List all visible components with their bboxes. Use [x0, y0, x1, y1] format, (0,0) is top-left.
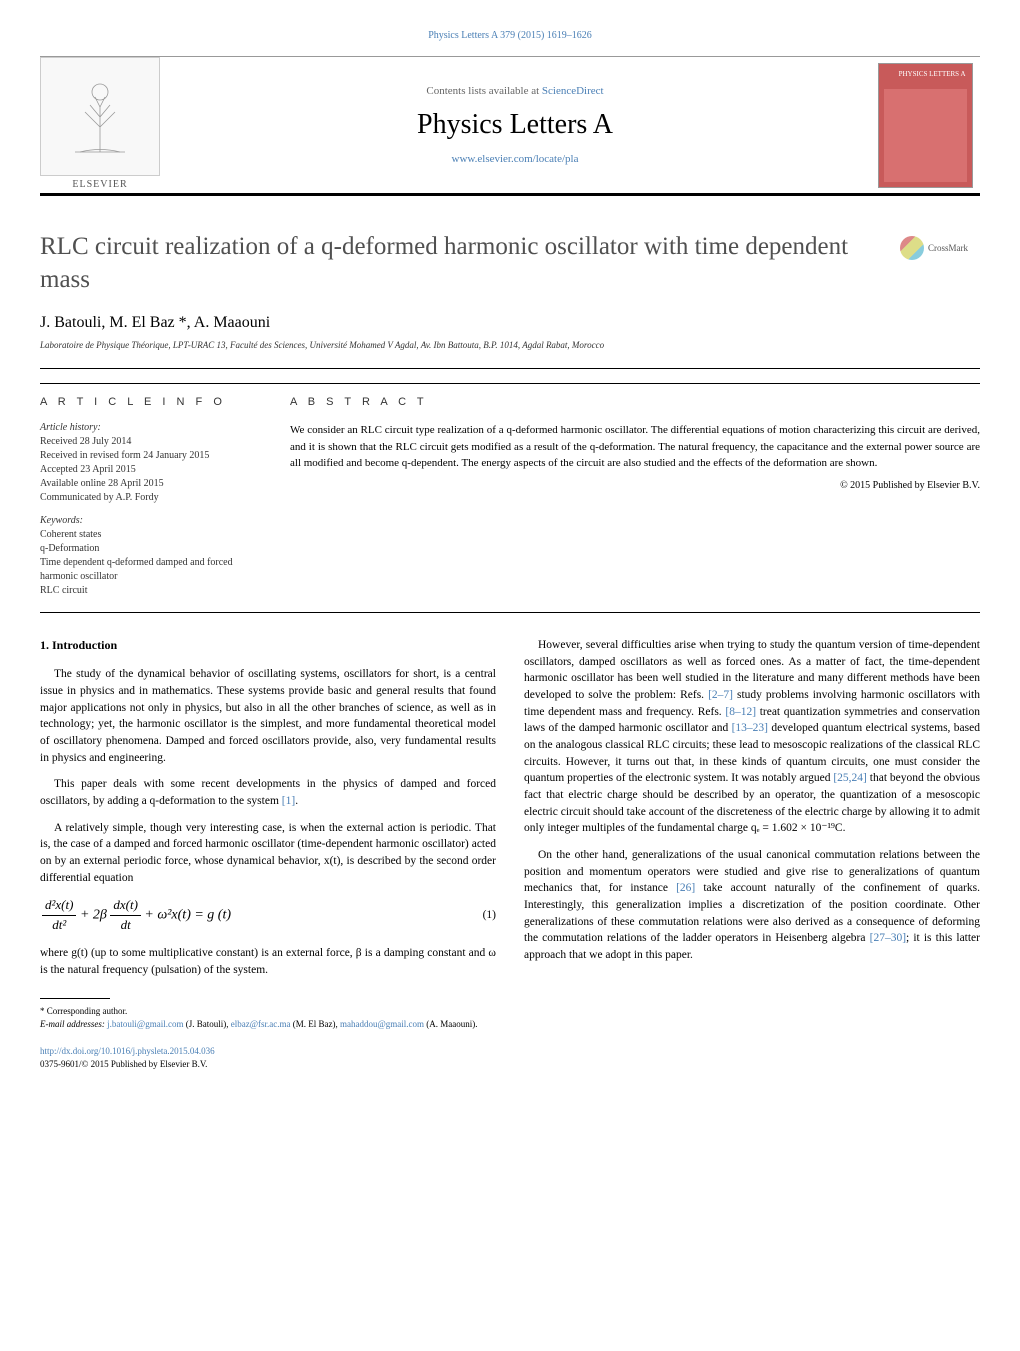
eq-den: dt: [110, 916, 141, 935]
equation-number: (1): [466, 907, 496, 924]
divider: [40, 612, 980, 613]
history-line: Accepted 23 April 2015: [40, 463, 270, 477]
journal-link-wrap: www.elsevier.com/locate/pla: [452, 153, 579, 165]
keyword: Time dependent q-deformed damped and for…: [40, 556, 270, 584]
body-para: where g(t) (up to some multiplicative co…: [40, 945, 496, 978]
ref-link[interactable]: [8–12]: [725, 706, 756, 718]
doi-link[interactable]: http://dx.doi.org/10.1016/j.physleta.201…: [40, 1046, 215, 1056]
abstract-text: We consider an RLC circuit type realizat…: [290, 422, 980, 472]
equation-row: d²x(t)dt² + 2β dx(t)dt + ω²x(t) = g (t) …: [40, 896, 496, 935]
eq-num: dx(t): [110, 896, 141, 916]
body-para: This paper deals with some recent develo…: [40, 776, 496, 809]
body-para: On the other hand, generalizations of th…: [524, 847, 980, 964]
section-heading: 1. Introduction: [40, 637, 496, 654]
ref-link[interactable]: [2–7]: [708, 689, 733, 701]
email-name: (J. Batouli),: [183, 1019, 230, 1029]
authors-line: J. Batouli, M. El Baz *, A. Maaouni: [40, 314, 980, 332]
history-line: Communicated by A.P. Fordy: [40, 491, 270, 505]
divider: [40, 368, 980, 369]
journal-title: Physics Letters A: [417, 109, 613, 141]
history-line: Received 28 July 2014: [40, 435, 270, 449]
abstract-heading: A B S T R A C T: [290, 396, 980, 408]
email-link[interactable]: elbaz@fsr.ac.ma: [231, 1019, 291, 1029]
keywords-label: Keywords:: [40, 515, 270, 526]
publisher-name: ELSEVIER: [40, 176, 160, 193]
email-link[interactable]: j.batouli@gmail.com: [107, 1019, 183, 1029]
journal-url-link[interactable]: www.elsevier.com/locate/pla: [452, 153, 579, 165]
email-link[interactable]: mahaddou@gmail.com: [340, 1019, 424, 1029]
ref-link[interactable]: [1]: [282, 795, 295, 807]
eq-text: + ω²x(t) = g (t): [141, 908, 231, 923]
elsevier-logo: [40, 57, 160, 176]
history-line: Received in revised form 24 January 2015: [40, 449, 270, 463]
article-title: RLC circuit realization of a q-deformed …: [40, 231, 900, 296]
footnote-divider: [40, 998, 110, 999]
abstract-copyright: © 2015 Published by Elsevier B.V.: [290, 480, 980, 491]
right-column: However, several difficulties arise when…: [524, 637, 980, 1070]
issn-copyright: 0375-9601/© 2015 Published by Elsevier B…: [40, 1058, 496, 1071]
email-line: E-mail addresses: j.batouli@gmail.com (J…: [40, 1018, 496, 1031]
contents-prefix: Contents lists available at: [426, 85, 541, 97]
article-info-column: A R T I C L E I N F O Article history: R…: [40, 383, 290, 598]
crossmark-icon: [900, 236, 924, 260]
publisher-block: ELSEVIER: [40, 57, 160, 193]
journal-header: ELSEVIER Contents lists available at Sci…: [40, 56, 980, 196]
sciencedirect-link[interactable]: ScienceDirect: [542, 85, 604, 97]
cover-label: PHYSICS LETTERS A: [879, 64, 972, 84]
body-para: The study of the dynamical behavior of o…: [40, 666, 496, 766]
journal-cover-icon: PHYSICS LETTERS A: [878, 63, 973, 188]
email-name: (M. El Baz),: [290, 1019, 340, 1029]
cover-thumb-wrap: PHYSICS LETTERS A: [870, 57, 980, 193]
cover-body: [884, 89, 967, 182]
keyword: q-Deformation: [40, 542, 270, 556]
contents-line: Contents lists available at ScienceDirec…: [426, 85, 603, 97]
article-info-heading: A R T I C L E I N F O: [40, 396, 270, 408]
eq-text: + 2β: [76, 908, 110, 923]
ref-link[interactable]: [27–30]: [870, 932, 906, 944]
doi-line: http://dx.doi.org/10.1016/j.physleta.201…: [40, 1045, 496, 1058]
body-para: A relatively simple, though very interes…: [40, 820, 496, 887]
eq-num: d²x(t): [42, 896, 76, 916]
header-center: Contents lists available at ScienceDirec…: [160, 57, 870, 193]
history-line: Available online 28 April 2015: [40, 477, 270, 491]
top-citation: Physics Letters A 379 (2015) 1619–1626: [40, 30, 980, 41]
ref-link[interactable]: [26]: [676, 882, 695, 894]
corresponding-author: * Corresponding author.: [40, 1005, 496, 1018]
text-run: .: [295, 795, 298, 807]
body-para: However, several difficulties arise when…: [524, 637, 980, 837]
keyword: RLC circuit: [40, 584, 270, 598]
crossmark-badge[interactable]: CrossMark: [900, 236, 980, 260]
history-label: Article history:: [40, 422, 270, 433]
crossmark-label: CrossMark: [928, 243, 968, 253]
eq-den: dt²: [42, 916, 76, 935]
equation: d²x(t)dt² + 2β dx(t)dt + ω²x(t) = g (t): [40, 896, 466, 935]
affiliation: Laboratoire de Physique Théorique, LPT-U…: [40, 340, 980, 350]
keyword: Coherent states: [40, 528, 270, 542]
text-run: This paper deals with some recent develo…: [40, 778, 496, 807]
left-column: 1. Introduction The study of the dynamic…: [40, 637, 496, 1070]
email-name: (A. Maaouni).: [424, 1019, 478, 1029]
ref-link[interactable]: [25,24]: [833, 772, 867, 784]
email-label: E-mail addresses:: [40, 1019, 107, 1029]
ref-link[interactable]: [13–23]: [732, 722, 768, 734]
abstract-column: A B S T R A C T We consider an RLC circu…: [290, 383, 980, 598]
